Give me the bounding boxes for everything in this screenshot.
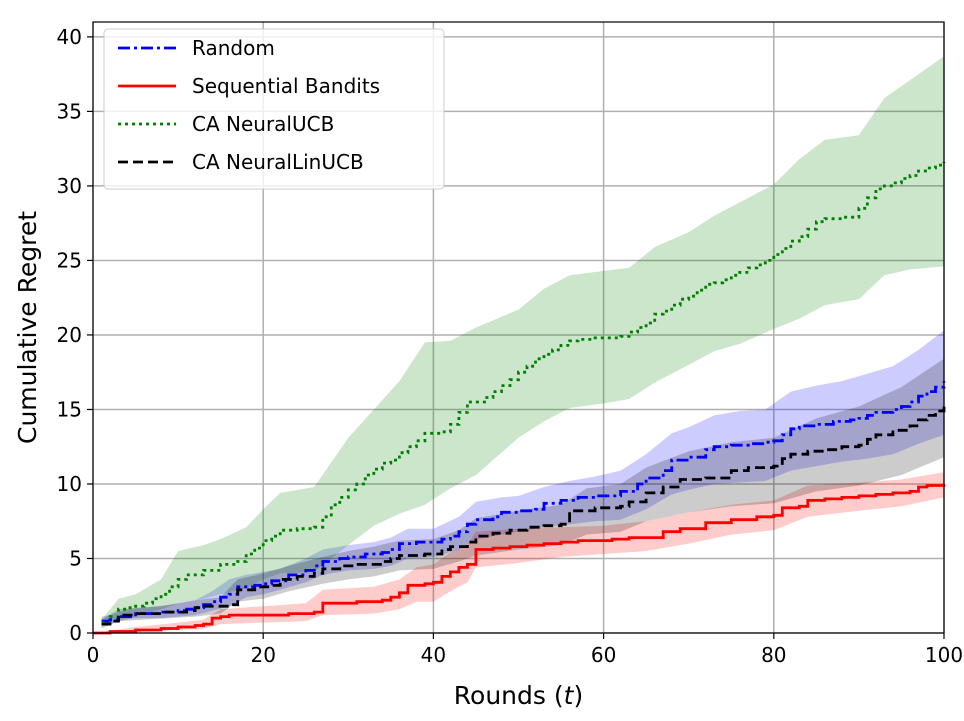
band-sequential-bandits: [93, 472, 944, 633]
x-axis-title: Rounds (t): [454, 681, 583, 710]
band-ca-neurallinucb: [101, 358, 944, 629]
x-axis-title-close: ): [573, 681, 583, 710]
y-tick-label: 10: [57, 472, 82, 496]
y-tick-label: 0: [69, 621, 82, 645]
y-tick-label: 20: [57, 323, 82, 347]
x-tick-label: 100: [925, 643, 963, 667]
x-tick-label: 80: [761, 643, 786, 667]
plot-frame: [92, 21, 945, 634]
y-tick-label: 30: [57, 174, 82, 198]
line-ca-neuralucb: [101, 162, 946, 624]
line-random: [101, 381, 946, 623]
legend-label-sequential-bandits: Sequential Bandits: [192, 74, 380, 98]
legend-label-ca-neuralucb: CA NeuralUCB: [192, 112, 334, 136]
y-axis-title: Cumulative Regret: [13, 211, 42, 444]
x-tick-label: 60: [591, 643, 616, 667]
y-tick-label: 40: [57, 25, 82, 49]
line-sequential-bandits: [93, 484, 946, 635]
confidence-bands: [93, 56, 944, 633]
y-tick-label: 15: [57, 397, 82, 421]
x-tick-label: 40: [421, 643, 446, 667]
legend: Random Sequential Bandits CA NeuralUCB CA N…: [103, 28, 445, 190]
legend-label-ca-neurallinucb: CA NeuralLinUCB: [192, 150, 364, 174]
y-tick-label: 25: [57, 248, 82, 272]
legend-items: Random Sequential Bandits CA NeuralUCB CA N…: [118, 36, 380, 174]
legend-label-random: Random: [192, 36, 275, 60]
y-tick-label: 5: [69, 546, 82, 570]
series-lines: [93, 162, 946, 635]
axis-ticks: [87, 36, 945, 639]
x-axis-title-text: Rounds (: [454, 681, 564, 710]
y-tick-label: 35: [57, 99, 82, 123]
x-axis-title-variable: t: [564, 681, 575, 710]
line-ca-neurallinucb: [101, 405, 946, 626]
legend-box: [103, 28, 445, 190]
band-ca-neuralucb: [101, 56, 944, 626]
x-tick-label: 0: [87, 643, 100, 667]
x-tick-label: 20: [250, 643, 275, 667]
axis-tick-labels: 0 20 40 60 80 100 0 5 10 15 20 25 30 35 40: [57, 25, 964, 667]
